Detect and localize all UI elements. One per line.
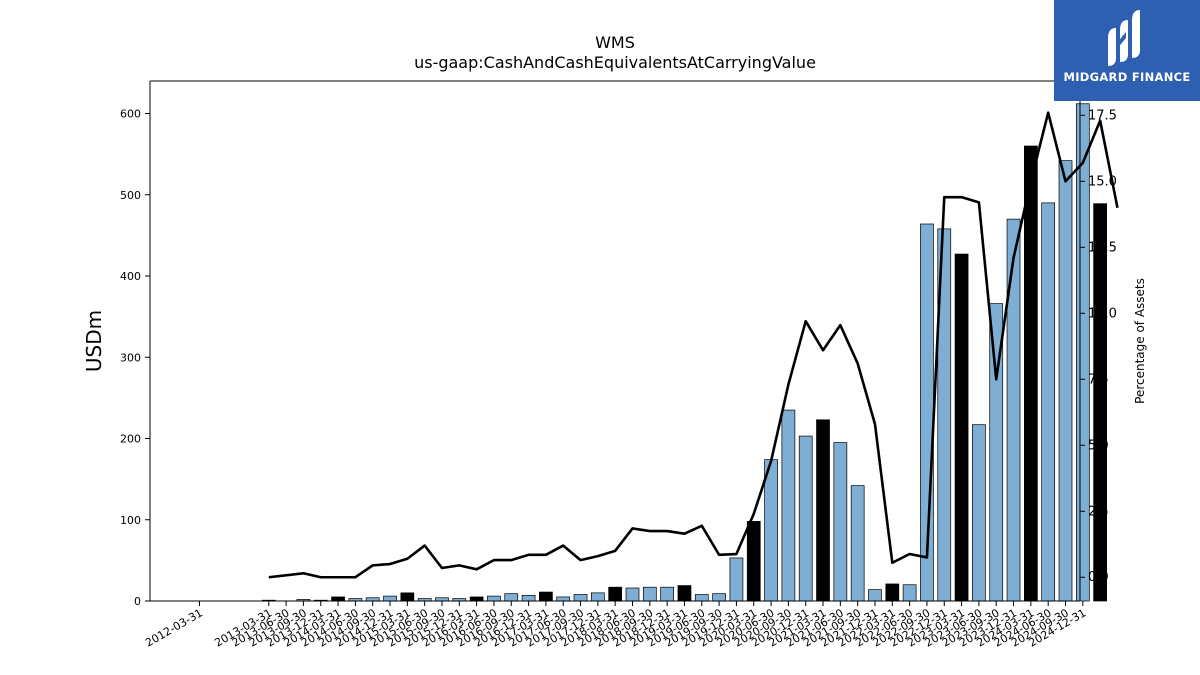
plot-area: 0 100 200 300 400 500 600 0.0 2.5 5.0 7.5 10.0 12.5 1… bbox=[120, 80, 1119, 650]
chart-title: WMS bbox=[595, 33, 635, 52]
y2-tick-label: 15.0 bbox=[1088, 174, 1117, 189]
bar bbox=[1041, 202, 1056, 602]
bar bbox=[1058, 160, 1073, 602]
bar bbox=[833, 442, 848, 602]
bar bbox=[591, 592, 605, 602]
bar bbox=[885, 583, 900, 602]
percentage-line bbox=[268, 111, 1119, 579]
y-tick-label: 0 bbox=[134, 595, 141, 608]
bar bbox=[850, 485, 865, 602]
bar bbox=[729, 557, 744, 602]
y-tick-label: 300 bbox=[120, 351, 141, 364]
y-tick-label: 500 bbox=[120, 189, 141, 202]
y-tick-label: 100 bbox=[120, 514, 141, 527]
bar bbox=[660, 586, 674, 602]
bar bbox=[487, 595, 501, 602]
y-tick-label: 600 bbox=[120, 108, 141, 121]
x-tick-label: 2012-03-31 bbox=[143, 606, 205, 649]
y2-tick-label: 12.5 bbox=[1088, 240, 1117, 255]
bar bbox=[1006, 218, 1021, 602]
y2-axis-label: Percentage of Assets bbox=[1133, 278, 1147, 404]
y2-tick-label: 5.0 bbox=[1088, 438, 1109, 453]
bar bbox=[539, 591, 553, 602]
bar bbox=[504, 593, 519, 602]
bar bbox=[625, 587, 640, 602]
bar bbox=[868, 589, 882, 602]
bar bbox=[972, 424, 986, 602]
chart-subtitle: us-gaap:CashAndCashEquivalentsAtCarrying… bbox=[414, 53, 816, 72]
bar bbox=[798, 435, 813, 602]
bar bbox=[746, 521, 761, 602]
bar bbox=[712, 593, 726, 602]
bar bbox=[1024, 145, 1038, 602]
bar bbox=[521, 594, 536, 602]
midgard-finance-logo: MIDGARD FINANCE bbox=[1054, 0, 1200, 101]
bar bbox=[1093, 203, 1107, 602]
bar bbox=[816, 419, 830, 602]
y-axis-label: USDm bbox=[82, 310, 106, 372]
bar bbox=[383, 595, 397, 602]
bar bbox=[954, 253, 969, 602]
logo-text: MIDGARD FINANCE bbox=[1063, 70, 1191, 84]
y2-tick-label: 2.5 bbox=[1088, 504, 1109, 519]
bar bbox=[764, 459, 778, 602]
bar bbox=[694, 594, 709, 602]
bar bbox=[608, 586, 623, 602]
logo-mark-icon bbox=[1108, 10, 1140, 66]
bar bbox=[400, 592, 415, 602]
y2-tick-label: 7.5 bbox=[1088, 372, 1109, 387]
bar bbox=[331, 596, 345, 602]
y-tick-label: 200 bbox=[120, 433, 141, 446]
bar bbox=[781, 409, 796, 602]
bar bbox=[642, 586, 657, 602]
bar bbox=[902, 584, 917, 602]
bar bbox=[677, 585, 692, 602]
bar bbox=[469, 596, 484, 602]
y2-tick-label: 17.5 bbox=[1088, 108, 1117, 123]
y2-tick-label: 0.0 bbox=[1088, 570, 1109, 585]
y2-tick-label: 10.0 bbox=[1088, 306, 1117, 321]
y-tick-label: 400 bbox=[120, 270, 141, 283]
bar bbox=[573, 594, 588, 602]
bar bbox=[556, 596, 571, 602]
